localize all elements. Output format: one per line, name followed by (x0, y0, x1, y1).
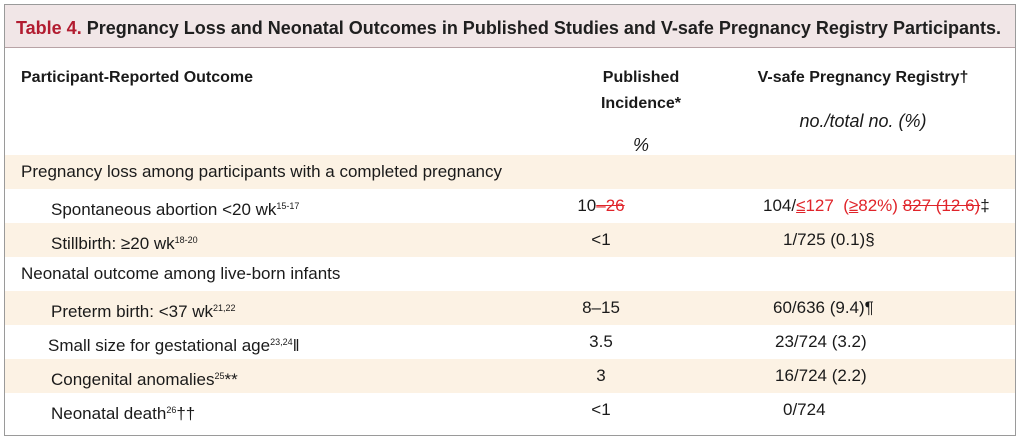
reference-superscript: 23,24 (270, 337, 293, 347)
published-incidence: 3.5 (589, 332, 613, 351)
registry-value-prefix: 104/ (763, 196, 797, 215)
footnote-mark: ** (224, 370, 238, 389)
section-heading-row: Pregnancy loss among participants with a… (5, 155, 1015, 189)
table-row: Stillbirth: ≥20 wk18-20 <1 1/725 (0.1)§ (5, 223, 1015, 257)
published-struck-value: –26 (596, 196, 625, 215)
row-label: Preterm birth: <37 wk21,22 (51, 291, 236, 329)
registry-struck-value: 827 (12.6) (902, 196, 981, 215)
section-heading: Neonatal outcome among live-born infants (21, 264, 341, 283)
table-title: Table 4. Pregnancy Loss and Neonatal Out… (16, 18, 1001, 39)
column-header-registry: V-safe Pregnancy Registry† (757, 69, 969, 86)
row-label-text: Neonatal death (51, 404, 167, 423)
table-row: Neonatal death26†† <1 0/724 (5, 393, 1015, 427)
row-label-text: Stillbirth: ≥20 wk (51, 234, 175, 253)
reference-superscript: 26 (166, 405, 177, 415)
published-incidence: <1 (591, 230, 611, 249)
registry-inserted-number: 127 ( (805, 196, 849, 215)
row-label-text: Small size for gestational age (48, 336, 271, 355)
section-heading-row: Neonatal outcome among live-born infants (5, 257, 1015, 291)
row-label: Stillbirth: ≥20 wk18-20 (51, 223, 198, 261)
reference-superscript: 21,22 (213, 303, 236, 313)
registry-value: 23/724 (3.2) (775, 332, 867, 351)
published-incidence: 8–15 (582, 298, 620, 317)
row-label: Spontaneous abortion <20 wk15-17 (51, 189, 299, 227)
column-header-published: Published Incidence* (591, 65, 691, 117)
published-incidence: <1 (591, 400, 611, 419)
registry-value: 60/636 (9.4)¶ (773, 298, 874, 317)
registry-value: 0/724 (783, 400, 826, 419)
row-label-text: Preterm birth: <37 wk (51, 302, 214, 321)
column-header-published-line2: Incidence* (600, 95, 682, 112)
column-unit-percent: % (632, 135, 649, 155)
table-header: Participant-Reported Outcome Published I… (5, 49, 1015, 155)
registry-value: 104/≤127 (≥82%) 827 (12.6)‡ (763, 189, 990, 223)
table-row: Congenital anomalies25** 3 16/724 (2.2) (5, 359, 1015, 393)
row-label: Congenital anomalies25** (51, 359, 238, 397)
registry-inserted-percent: 82%) (858, 196, 903, 215)
row-label: Small size for gestational age23,24‖ (48, 325, 300, 363)
column-unit-ratio: no./total no. (%) (799, 111, 927, 131)
reference-superscript: 15-17 (276, 201, 300, 211)
registry-inserted-ge: ≥ (848, 196, 859, 215)
table-frame: Table 4. Pregnancy Loss and Neonatal Out… (4, 4, 1016, 436)
registry-footnote-mark: ‡ (980, 196, 990, 215)
row-label-text: Congenital anomalies (51, 370, 215, 389)
table-row: Preterm birth: <37 wk21,22 8–15 60/636 (… (5, 291, 1015, 325)
registry-value: 16/724 (2.2) (775, 366, 867, 385)
table-title-bar: Table 4. Pregnancy Loss and Neonatal Out… (5, 5, 1015, 48)
column-header-outcome: Participant-Reported Outcome (21, 69, 254, 86)
row-label-text: Spontaneous abortion <20 wk (51, 200, 277, 219)
reference-superscript: 25 (214, 371, 225, 381)
published-incidence: 10–26 (561, 189, 641, 223)
table-number: Table 4. (16, 18, 82, 38)
footnote-mark: ‖ (292, 336, 300, 355)
reference-superscript: 18-20 (174, 235, 198, 245)
registry-inserted-le: ≤ (796, 196, 806, 215)
table-row: Small size for gestational age23,24‖ 3.5… (5, 325, 1015, 359)
section-heading: Pregnancy loss among participants with a… (21, 162, 502, 181)
column-header-published-line1: Published (602, 69, 680, 86)
registry-value: 1/725 (0.1)§ (783, 230, 875, 249)
published-value: 10 (577, 196, 597, 215)
table-title-text: Pregnancy Loss and Neonatal Outcomes in … (86, 18, 1001, 38)
row-label: Neonatal death26†† (51, 393, 195, 431)
published-incidence: 3 (596, 366, 606, 385)
table-row: Spontaneous abortion <20 wk15-17 10–26 1… (5, 189, 1015, 223)
footnote-mark: †† (176, 404, 196, 423)
